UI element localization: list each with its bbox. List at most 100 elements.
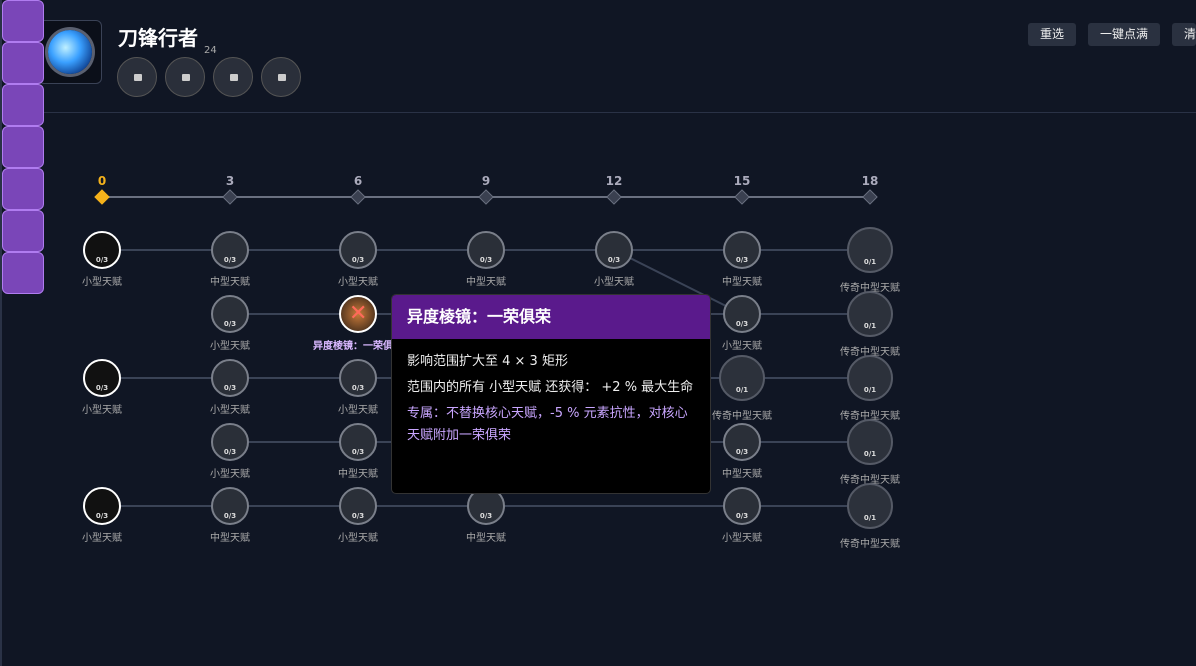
talent-node[interactable]: 0/3 <box>595 231 633 269</box>
talent-node[interactable]: 0/3 <box>211 295 249 333</box>
selected-frame <box>2 84 44 126</box>
talent-node[interactable]: 0/3 <box>211 231 249 269</box>
node-label: 传奇中型天赋 <box>712 411 772 422</box>
talent-node[interactable]: 0/3 <box>723 423 761 461</box>
node-label: 小型天赋 <box>338 533 378 544</box>
talent-node[interactable]: 0/3 <box>211 487 249 525</box>
selected-frame <box>2 168 44 210</box>
level-label: 6 <box>354 174 362 188</box>
selected-frame <box>2 0 44 42</box>
cross-icon: ✕ <box>349 301 368 326</box>
node-count: 0/3 <box>735 512 749 520</box>
talent-node[interactable]: 0/3 <box>339 423 377 461</box>
talent-node[interactable]: 0/3 <box>723 487 761 525</box>
node-label: 中型天赋 <box>722 277 762 288</box>
level-marker <box>94 189 110 205</box>
node-count: 0/3 <box>351 256 365 264</box>
node-label: 小型天赋 <box>338 405 378 416</box>
node-label: 传奇中型天赋 <box>840 475 900 486</box>
node-label: 传奇中型天赋 <box>840 347 900 358</box>
node-label: 异度棱镜：一荣俱荣 <box>313 341 403 352</box>
node-count: 0/1 <box>863 322 877 330</box>
talent-node[interactable]: 0/3 <box>83 231 121 269</box>
level-marker <box>350 189 366 205</box>
node-count: 0/3 <box>479 512 493 520</box>
hero-icon <box>38 20 102 84</box>
node-label: 中型天赋 <box>210 533 250 544</box>
tooltip-line: 专属：不替换核心天赋，-5 % 元素抗性，对核心天赋附加一荣俱荣 <box>407 406 688 443</box>
divider <box>38 112 1196 113</box>
node-count: 0/1 <box>863 258 877 266</box>
node-count: 0/3 <box>607 256 621 264</box>
node-label: 中型天赋 <box>466 533 506 544</box>
talent-node[interactable]: 0/1 <box>847 227 893 273</box>
selected-frame <box>2 252 44 294</box>
node-label: 小型天赋 <box>722 341 762 352</box>
node-label: 小型天赋 <box>210 405 250 416</box>
talent-node[interactable]: 0/3 <box>339 487 377 525</box>
node-count: 0/1 <box>863 450 877 458</box>
node-count: 0/3 <box>351 384 365 392</box>
hero-name: 刀锋行者 <box>118 26 198 50</box>
level-label: 9 <box>482 174 490 188</box>
level-marker <box>478 189 494 205</box>
node-label: 中型天赋 <box>338 469 378 480</box>
talent-tree: 0/3 小型天赋 0/3 中型天赋 0/3 小型天赋 0/3 中型天赋 0/3 小型天赋 0/3 中型… <box>2 0 900 550</box>
button[interactable]: 清 <box>1172 23 1196 46</box>
node-count: 0/1 <box>863 386 877 394</box>
level-label: 12 <box>606 174 623 188</box>
talent-node[interactable]: 0/3 <box>467 231 505 269</box>
level-label: 15 <box>734 174 751 188</box>
talent-node[interactable]: 0/3 <box>339 231 377 269</box>
tooltip-line: 影响范围扩大至 4 × 3 矩形 <box>407 354 568 369</box>
node-count: 0/3 <box>95 512 109 520</box>
node-count: 0/3 <box>223 448 237 456</box>
node-label: 中型天赋 <box>210 277 250 288</box>
level-marker <box>222 189 238 205</box>
point-count: 24 <box>204 45 217 56</box>
locked-slot <box>261 57 301 97</box>
button[interactable]: 重选 <box>1028 23 1077 46</box>
node-label: 小型天赋 <box>210 469 250 480</box>
level-marker <box>862 189 878 205</box>
talent-node[interactable]: 0/1 <box>847 419 893 465</box>
node-label: 传奇中型天赋 <box>840 411 900 422</box>
tooltip: 异度棱镜：一荣俱荣 影响范围扩大至 4 × 3 矩形 范围内的所有 小型天赋 还… <box>391 294 711 494</box>
node-count: 0/3 <box>95 256 109 264</box>
tooltip-body: 影响范围扩大至 4 × 3 矩形 范围内的所有 小型天赋 还获得： +2 % 最… <box>392 339 710 463</box>
connector <box>613 249 743 315</box>
locked-slot <box>117 57 157 97</box>
selected-frame <box>2 210 44 252</box>
talent-node[interactable]: 0/3 <box>211 423 249 461</box>
talent-node[interactable]: 0/3 <box>211 359 249 397</box>
level-label: 0 <box>98 174 106 188</box>
talent-node[interactable]: 0/3 <box>339 359 377 397</box>
node-label: 中型天赋 <box>722 469 762 480</box>
node-label: 小型天赋 <box>82 405 122 416</box>
node-count: 0/3 <box>95 384 109 392</box>
node-label: 传奇中型天赋 <box>840 283 900 294</box>
talent-node[interactable]: 0/1 <box>847 355 893 401</box>
talent-node[interactable]: 0/1 <box>847 291 893 337</box>
selected-frame <box>2 126 44 168</box>
locked-slot <box>165 57 205 97</box>
node-count: 0/1 <box>735 386 749 394</box>
level-marker <box>734 189 750 205</box>
node-label: 小型天赋 <box>82 277 122 288</box>
node-count: 0/3 <box>223 320 237 328</box>
talent-node[interactable]: 0/3 <box>723 295 761 333</box>
talent-node[interactable]: ✕ <box>339 295 377 333</box>
button[interactable]: 一键点满 <box>1088 23 1161 46</box>
node-count: 0/1 <box>863 514 877 522</box>
talent-node[interactable]: 0/1 <box>719 355 765 401</box>
talent-node[interactable]: 0/3 <box>83 359 121 397</box>
selected-frame <box>2 42 44 84</box>
node-label: 小型天赋 <box>82 533 122 544</box>
talent-node[interactable]: 0/1 <box>847 483 893 529</box>
tooltip-line: 范围内的所有 小型天赋 还获得： +2 % 最大生命 <box>407 380 694 395</box>
talent-node[interactable]: 0/3 <box>723 231 761 269</box>
node-label: 小型天赋 <box>722 533 762 544</box>
talent-node[interactable]: 0/3 <box>83 487 121 525</box>
node-label: 传奇中型天赋 <box>840 539 900 550</box>
node-count: 0/3 <box>735 320 749 328</box>
